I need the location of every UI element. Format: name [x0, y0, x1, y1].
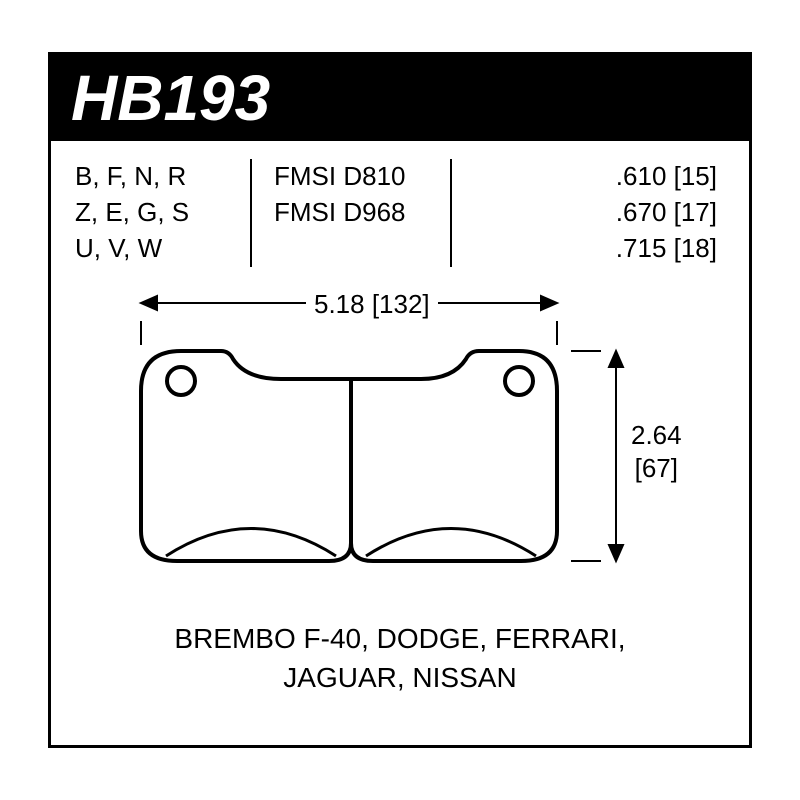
applications: BREMBO F-40, DODGE, FERRARI, JAGUAR, NIS…: [51, 611, 749, 697]
thickness-line: .670 [17]: [474, 195, 717, 231]
diagram-area: 5.18 [132] 2.64 [67]: [51, 281, 749, 611]
fmsi-column: FMSI D810 FMSI D968: [250, 159, 450, 267]
height-value: 2.64: [631, 419, 682, 453]
compounds-column: B, F, N, R Z, E, G, S U, V, W: [75, 159, 250, 267]
height-dimension: 2.64 [67]: [631, 419, 682, 487]
compound-line: B, F, N, R: [75, 159, 250, 195]
applications-line: BREMBO F-40, DODGE, FERRARI,: [81, 619, 719, 658]
thickness-line: .610 [15]: [474, 159, 717, 195]
part-number: HB193: [71, 61, 270, 135]
fmsi-line: FMSI D968: [274, 195, 450, 231]
fmsi-line: FMSI D810: [274, 159, 450, 195]
header-bar: HB193: [51, 55, 749, 141]
spec-sheet-frame: HB193 B, F, N, R Z, E, G, S U, V, W FMSI…: [48, 52, 752, 748]
compound-line: Z, E, G, S: [75, 195, 250, 231]
width-dimension: 5.18 [132]: [306, 289, 438, 320]
thickness-column: .610 [15] .670 [17] .715 [18]: [450, 159, 725, 267]
compound-line: U, V, W: [75, 231, 250, 267]
applications-line: JAGUAR, NISSAN: [81, 658, 719, 697]
specs-row: B, F, N, R Z, E, G, S U, V, W FMSI D810 …: [51, 141, 749, 281]
height-mm: [67]: [631, 452, 682, 486]
thickness-line: .715 [18]: [474, 231, 717, 267]
